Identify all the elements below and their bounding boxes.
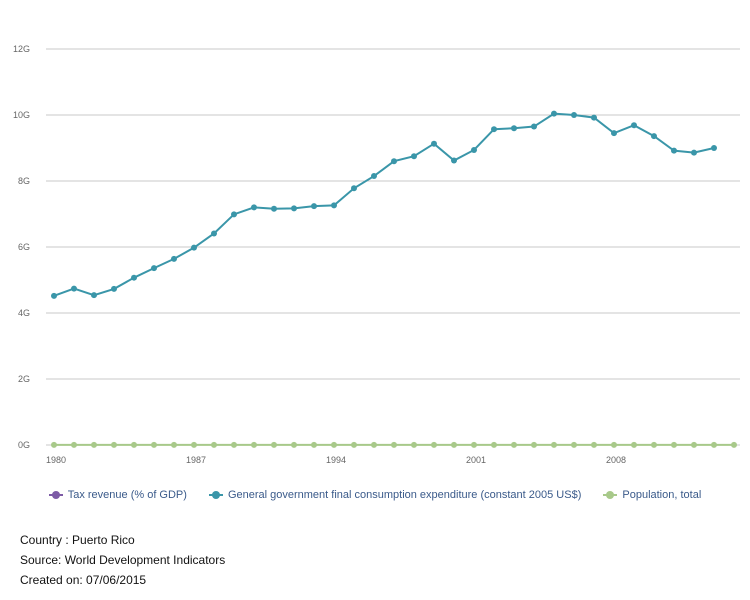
- data-point[interactable]: [171, 441, 177, 448]
- data-point[interactable]: [711, 145, 717, 151]
- data-point[interactable]: [471, 146, 477, 153]
- data-point[interactable]: [411, 441, 417, 448]
- data-point[interactable]: [191, 244, 197, 251]
- legend-label: Tax revenue (% of GDP): [67, 489, 187, 501]
- data-point[interactable]: [211, 230, 217, 237]
- data-point[interactable]: [631, 441, 637, 448]
- data-point[interactable]: [371, 441, 377, 448]
- data-point[interactable]: [591, 114, 597, 121]
- data-point[interactable]: [551, 110, 557, 117]
- data-point[interactable]: [731, 441, 737, 448]
- x-tick-label: 2001: [466, 455, 486, 465]
- data-point[interactable]: [431, 140, 437, 147]
- data-point[interactable]: [671, 441, 677, 448]
- data-point[interactable]: [171, 255, 177, 262]
- data-point[interactable]: [331, 441, 337, 448]
- y-tick-label: 4G: [18, 308, 30, 318]
- data-point[interactable]: [651, 133, 657, 140]
- y-tick-label: 6G: [18, 242, 30, 252]
- legend-item-tax-revenue[interactable]: Tax revenue (% of GDP): [48, 489, 187, 501]
- data-point[interactable]: [531, 123, 537, 130]
- data-point[interactable]: [451, 441, 457, 448]
- data-point[interactable]: [191, 441, 197, 448]
- data-point[interactable]: [471, 441, 477, 448]
- x-tick-label: 1980: [46, 455, 66, 465]
- data-point[interactable]: [431, 441, 437, 448]
- data-point[interactable]: [291, 441, 297, 448]
- x-tick-label: 2008: [606, 455, 626, 465]
- data-point[interactable]: [371, 173, 377, 180]
- data-point[interactable]: [571, 112, 577, 118]
- footer-country: Country : Puerto Rico: [20, 533, 135, 547]
- data-point[interactable]: [251, 204, 257, 211]
- footer-source: Source: World Development Indicators: [20, 553, 226, 567]
- data-point[interactable]: [651, 441, 657, 448]
- data-point[interactable]: [71, 441, 77, 448]
- y-tick-label: 2G: [18, 374, 30, 384]
- legend-marker-icon: [48, 491, 63, 499]
- data-point[interactable]: [151, 265, 157, 272]
- data-point[interactable]: [351, 441, 357, 448]
- data-point[interactable]: [631, 122, 637, 129]
- data-point[interactable]: [491, 126, 497, 133]
- data-point[interactable]: [131, 441, 137, 448]
- data-point[interactable]: [51, 292, 57, 299]
- data-point[interactable]: [691, 149, 697, 156]
- data-point[interactable]: [451, 157, 457, 164]
- data-point[interactable]: [131, 274, 137, 281]
- y-tick-label: 0G: [18, 440, 30, 450]
- data-point[interactable]: [391, 441, 397, 448]
- data-point[interactable]: [511, 125, 517, 132]
- data-point[interactable]: [671, 147, 677, 154]
- data-point[interactable]: [311, 441, 317, 448]
- data-point[interactable]: [91, 441, 97, 448]
- legend: Tax revenue (% of GDP) General governmen…: [0, 489, 750, 501]
- data-point[interactable]: [151, 441, 157, 448]
- data-point[interactable]: [611, 441, 617, 448]
- data-point[interactable]: [71, 285, 77, 292]
- legend-marker-icon: [603, 491, 618, 499]
- data-point[interactable]: [271, 441, 277, 448]
- data-point[interactable]: [271, 205, 277, 212]
- data-point[interactable]: [211, 441, 217, 448]
- data-point[interactable]: [391, 158, 397, 165]
- x-tick-label: 1994: [326, 455, 346, 465]
- legend-item-population[interactable]: Population, total: [603, 489, 701, 501]
- data-point[interactable]: [291, 205, 297, 212]
- data-point[interactable]: [491, 441, 497, 448]
- data-point[interactable]: [231, 211, 237, 218]
- data-point[interactable]: [411, 153, 417, 160]
- data-point[interactable]: [591, 441, 597, 448]
- legend-label: General government final consumption exp…: [227, 489, 582, 501]
- data-point[interactable]: [311, 203, 317, 210]
- legend-item-gov-expenditure[interactable]: General government final consumption exp…: [208, 489, 582, 501]
- data-point[interactable]: [51, 441, 57, 448]
- data-point[interactable]: [111, 441, 117, 448]
- y-tick-label: 10G: [13, 110, 30, 120]
- x-tick-label: 1987: [186, 455, 206, 465]
- data-point[interactable]: [231, 441, 237, 448]
- data-point[interactable]: [691, 441, 697, 448]
- legend-label: Population, total: [622, 489, 702, 501]
- y-tick-label: 8G: [18, 176, 30, 186]
- data-point[interactable]: [551, 441, 557, 448]
- line-chart: 0G 2G 4G 6G 8G 10G 12G 1980 1987 1994 2001 2008: [13, 44, 740, 465]
- data-point[interactable]: [331, 202, 337, 209]
- data-point[interactable]: [351, 185, 357, 192]
- data-point[interactable]: [111, 285, 117, 292]
- data-point[interactable]: [251, 441, 257, 448]
- series-line: [53, 112, 715, 297]
- legend-marker-icon: [208, 491, 223, 499]
- data-point[interactable]: [531, 441, 537, 448]
- data-point[interactable]: [711, 441, 717, 448]
- footer-created: Created on: 07/06/2015: [20, 573, 147, 587]
- y-tick-label: 12G: [13, 44, 30, 54]
- data-point[interactable]: [611, 130, 617, 137]
- data-point[interactable]: [511, 441, 517, 448]
- data-point[interactable]: [91, 292, 97, 299]
- data-point[interactable]: [571, 441, 577, 448]
